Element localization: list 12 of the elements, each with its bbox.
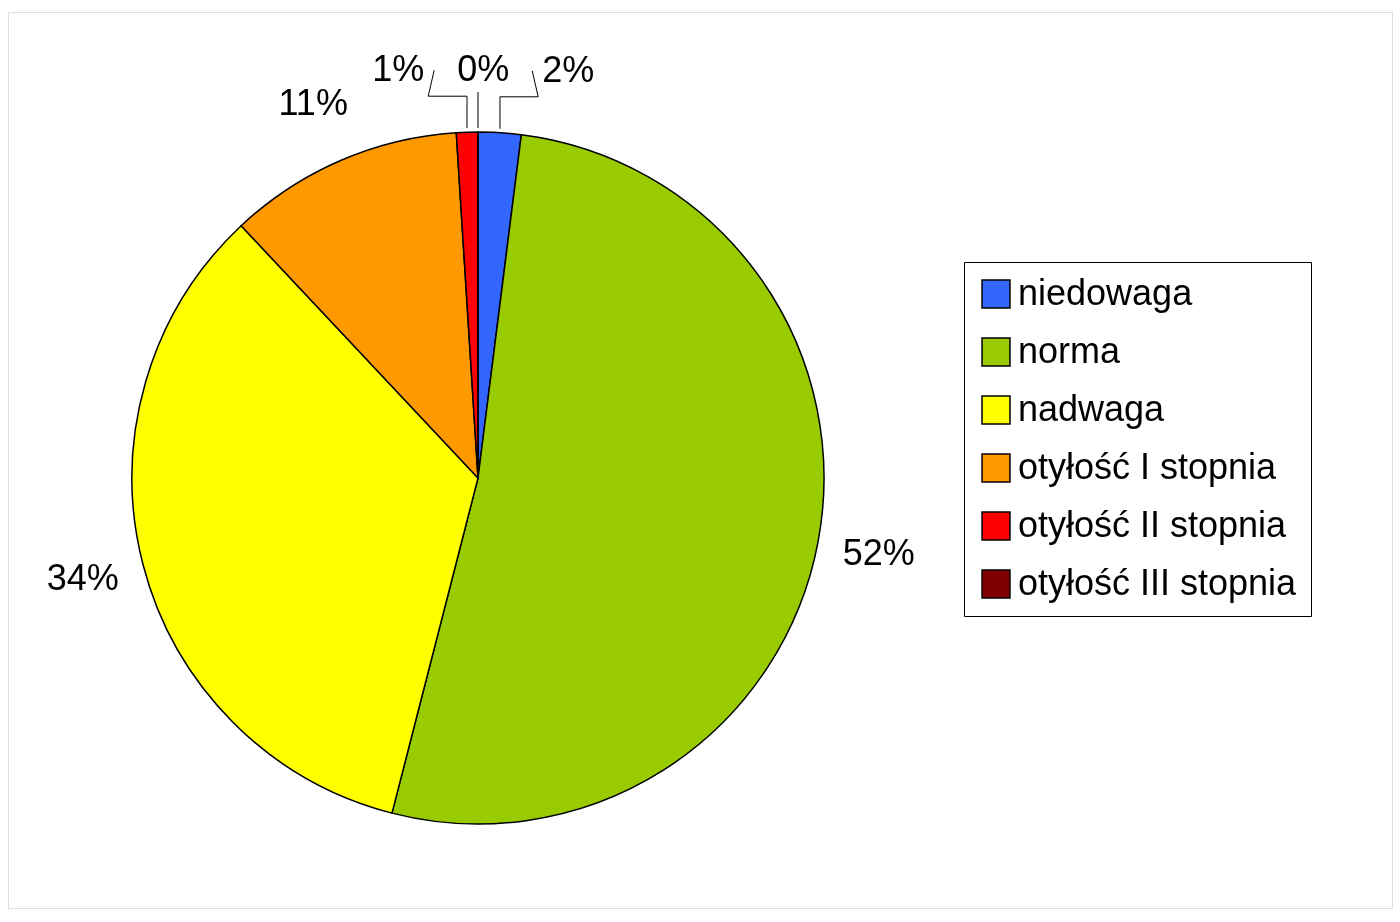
data-label: 11% <box>278 81 348 123</box>
text: 0% <box>457 48 510 89</box>
data-label: 2% <box>542 48 595 90</box>
legend-label: nadwaga <box>1018 388 1166 429</box>
legend-label: otyłość III stopnia <box>1018 562 1298 603</box>
data-label: 1% <box>372 48 425 90</box>
legend-label: niedowaga <box>1018 272 1194 313</box>
legend-label: norma <box>1018 330 1122 371</box>
legend-label: otyłość II stopnia <box>1018 504 1288 545</box>
legend-label: otyłość I stopnia <box>1018 446 1278 487</box>
data-label: 34% <box>46 557 119 599</box>
data-label: 52% <box>842 532 915 574</box>
